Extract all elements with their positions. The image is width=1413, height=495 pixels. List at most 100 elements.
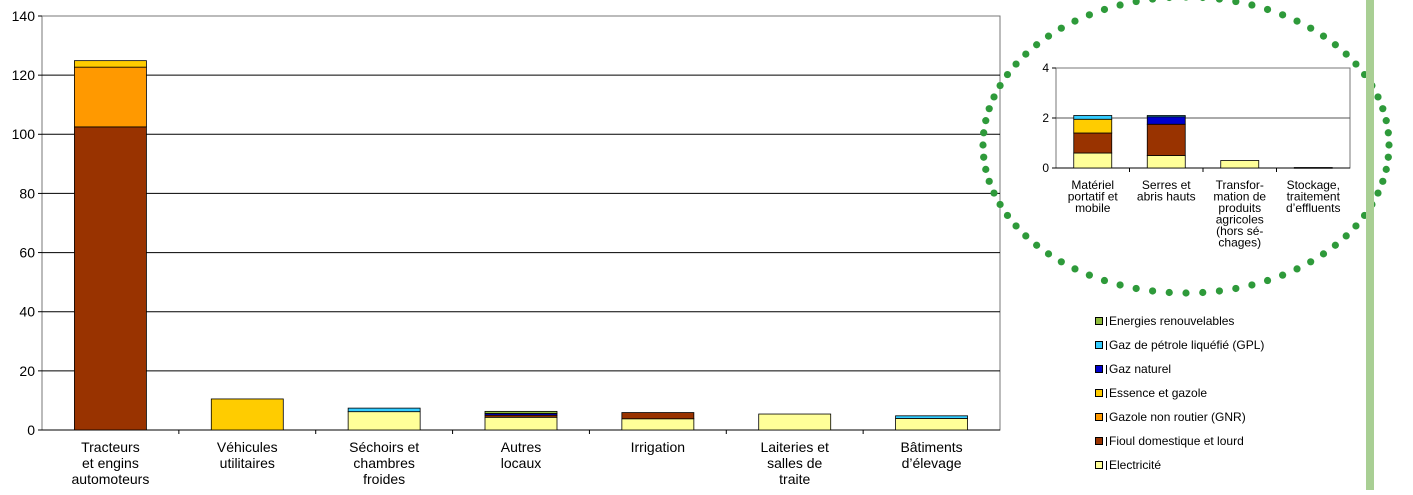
- highlight-dot: [1215, 287, 1224, 295]
- highlight-dot: [1279, 271, 1287, 279]
- legend-label: Essence et gazole: [1109, 386, 1208, 400]
- legend-item: Essence et gazole: [1093, 385, 1323, 409]
- y-tick-label: 0: [27, 422, 35, 438]
- legend-item: Fioul domestique et lourd: [1093, 433, 1323, 457]
- highlight-dot: [1319, 250, 1328, 258]
- inset-chart: 0 2 4 Matériel portatif et mobile Serres et abr…: [1042, 61, 1351, 250]
- highlight-dot: [1085, 271, 1093, 279]
- highlight-dot: [1331, 241, 1339, 249]
- highlight-dot: [980, 153, 988, 161]
- y-tick-label: 20: [19, 363, 35, 379]
- y-tick-label: 80: [19, 185, 35, 201]
- x-category-label: Tracteurs et engins automoteurs: [72, 439, 150, 487]
- highlight-dot: [1384, 153, 1392, 161]
- highlight-dot: [1033, 41, 1041, 49]
- legend-label: Energies renouvelables: [1109, 314, 1235, 328]
- highlight-dot: [1184, 0, 1188, 1]
- highlight-dot: [1232, 284, 1240, 293]
- highlight-dot: [1374, 189, 1382, 197]
- bar-segment: [74, 60, 147, 68]
- highlight-dot: [1379, 177, 1387, 185]
- highlight-dot: [1293, 265, 1301, 273]
- x-category-label: Laiteries et salles de traite: [760, 439, 829, 487]
- highlight-dot: [1200, 0, 1206, 2]
- highlight-dot: [1012, 222, 1020, 230]
- bar-segment: [347, 407, 421, 413]
- bar-segment: [1146, 123, 1186, 156]
- x-category-label: Stockage, traitement d’effluents: [1286, 178, 1341, 215]
- x-category-label: Autres locaux: [501, 439, 541, 471]
- highlight-dot: [1382, 165, 1390, 173]
- highlight-dot: [1342, 50, 1350, 58]
- highlight-dot: [1232, 0, 1240, 6]
- highlight-dot: [1071, 265, 1079, 273]
- highlight-dot: [1022, 50, 1030, 58]
- highlight-dot: [1057, 258, 1065, 266]
- y-tick-label: 60: [19, 244, 35, 260]
- bar-segment: [1146, 116, 1186, 125]
- highlight-dot: [1263, 5, 1272, 14]
- highlight-dot: [1307, 24, 1315, 32]
- y-tick-label: 40: [19, 304, 35, 320]
- bar-segment: [484, 410, 558, 414]
- highlight-dot: [1331, 41, 1339, 49]
- highlight-dot: [1022, 232, 1030, 240]
- bar-segment: [1146, 155, 1186, 169]
- bar-segment: [895, 418, 968, 431]
- highlight-dot: [1374, 93, 1382, 101]
- highlight-dot: [1071, 17, 1079, 25]
- legend: Energies renouvelables Gaz de pétrole li…: [1093, 313, 1323, 481]
- x-category-label: Irrigation: [631, 439, 685, 455]
- bar-segment: [1146, 115, 1186, 118]
- highlight-dot: [1100, 5, 1109, 14]
- highlight-dot: [1044, 32, 1053, 40]
- highlight-dot: [1352, 222, 1360, 230]
- plot-frame: [41, 15, 1001, 431]
- highlight-dot: [1307, 258, 1315, 266]
- x-category-label: Transfor-mation de produits agricoles (hors…: [1213, 178, 1266, 250]
- highlight-dot: [1100, 276, 1109, 285]
- highlight-dot: [1293, 17, 1301, 25]
- y-tick-label: 0: [1042, 161, 1049, 175]
- highlight-dot: [1057, 24, 1065, 32]
- legend-label: Electricité: [1109, 458, 1162, 472]
- bar-segment: [347, 411, 421, 431]
- highlight-dot: [1263, 276, 1272, 285]
- legend-swatch-natural-gas: [1095, 365, 1103, 373]
- y-tick-label: 120: [12, 67, 36, 83]
- legend-swatch-petrol-diesel: [1095, 389, 1103, 397]
- legend-swatch-renewables: [1095, 317, 1103, 325]
- bar-segment: [210, 398, 284, 431]
- bar-segment: [895, 415, 968, 419]
- highlight-dot: [979, 141, 987, 149]
- bar-segment: [621, 418, 695, 431]
- highlight-dot: [996, 81, 1004, 90]
- x-category-label: Matériel portatif et mobile: [1068, 178, 1119, 215]
- highlight-dot: [1085, 11, 1093, 19]
- highlight-dot: [990, 189, 998, 197]
- highlight-dot: [985, 105, 993, 113]
- highlight-dot: [1248, 1, 1256, 9]
- highlight-dot: [1148, 287, 1157, 295]
- highlight-dot: [1199, 288, 1207, 297]
- legend-swatch-fuel-oil: [1095, 437, 1103, 445]
- highlight-dot: [982, 117, 990, 125]
- highlight-dot: [1165, 288, 1173, 297]
- legend-label: Gaz naturel: [1109, 362, 1172, 376]
- highlight-dot: [1319, 32, 1328, 40]
- bar-segment: [1073, 118, 1113, 134]
- highlight-dot: [1379, 105, 1387, 113]
- legend-item: Gaz naturel: [1093, 361, 1323, 385]
- highlight-dot: [1279, 11, 1287, 19]
- main-chart: 0 20 40 60 80 100 120 140 Tracteurs et engins auto…: [12, 8, 1001, 487]
- highlight-dot: [1248, 281, 1256, 289]
- bar-segment: [621, 412, 695, 420]
- highlight-dot: [1342, 232, 1350, 240]
- legend-swatch-gnr: [1095, 413, 1103, 421]
- y-tick-label: 2: [1042, 111, 1049, 125]
- highlight-dot: [1003, 211, 1012, 220]
- highlight-dot: [980, 129, 988, 137]
- highlight-dot: [1352, 60, 1360, 68]
- highlight-dot: [1003, 70, 1012, 79]
